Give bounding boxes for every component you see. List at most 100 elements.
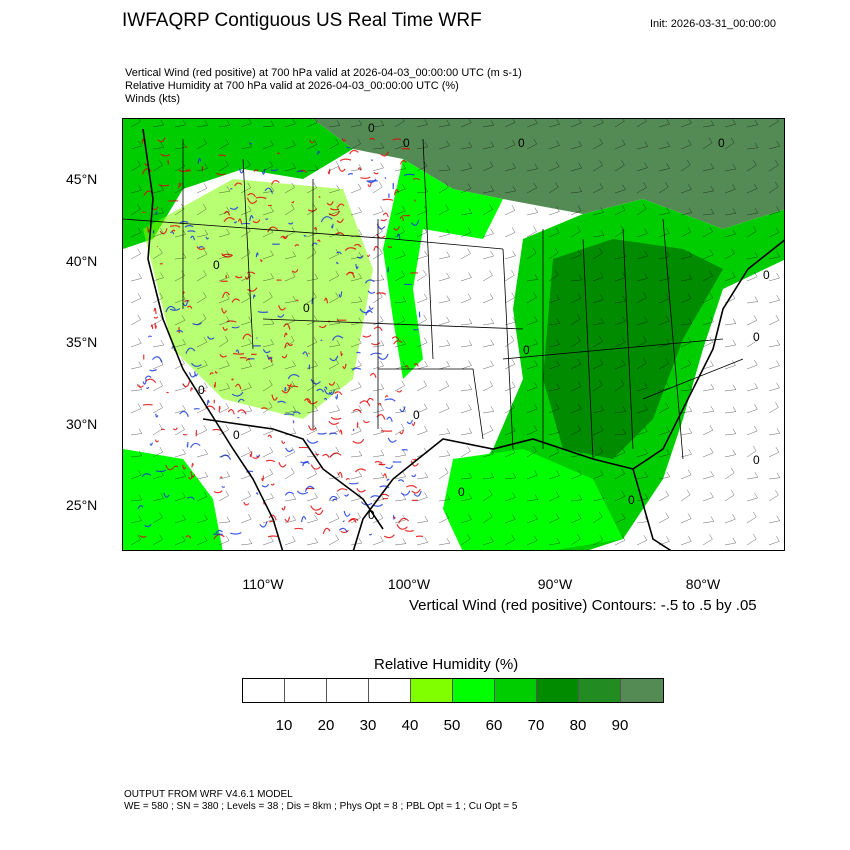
wind-barb	[438, 403, 450, 414]
wind-barb	[130, 160, 141, 172]
wind-barb	[372, 360, 384, 370]
vertical-wind-contour	[278, 462, 287, 468]
contour-label: 0	[458, 485, 465, 499]
wind-barb	[614, 160, 625, 172]
wind-barb	[724, 248, 735, 260]
wind-barb	[482, 489, 493, 502]
wind-barb	[526, 182, 538, 194]
vertical-wind-contour	[233, 220, 237, 224]
vertical-wind-contour	[277, 400, 286, 404]
vertical-wind-contour	[169, 307, 181, 311]
lon-label-80: 80°W	[685, 576, 721, 592]
wind-barb	[394, 471, 407, 480]
wind-barb	[482, 448, 494, 458]
wind-barb	[680, 406, 693, 414]
wind-barb	[680, 337, 692, 348]
wind-barb	[482, 250, 494, 260]
wind-barb	[284, 182, 295, 194]
wind-barb	[768, 206, 780, 216]
wind-barb	[658, 181, 669, 194]
wind-barb	[526, 425, 538, 436]
vertical-wind-contour	[145, 386, 150, 390]
vertical-wind-contour	[327, 168, 331, 175]
wind-barb	[504, 492, 516, 502]
wind-barb	[438, 272, 450, 282]
wind-barb	[130, 469, 142, 480]
vertical-wind-contour	[345, 477, 351, 481]
vertical-wind-contour	[252, 455, 260, 459]
wind-barb	[240, 538, 253, 546]
vertical-wind-contour	[188, 372, 197, 378]
vertical-wind-contour	[223, 217, 235, 223]
wind-barb	[570, 162, 582, 172]
wind-barb	[746, 226, 757, 238]
wind-barb	[306, 450, 319, 458]
wind-barb	[658, 382, 670, 392]
wind-barb	[548, 403, 560, 414]
vertical-wind-contour	[265, 218, 269, 220]
wind-barb	[548, 447, 560, 458]
wind-barb	[636, 471, 649, 480]
wind-barb	[394, 538, 407, 546]
vertical-wind-contour	[362, 334, 372, 338]
wind-barb	[636, 316, 648, 326]
wind-barb	[328, 383, 341, 392]
wind-barb	[592, 469, 604, 480]
vertical-wind-contour	[230, 531, 242, 535]
wind-barb	[306, 204, 317, 216]
wind-barb	[372, 181, 383, 194]
vertical-wind-contour	[368, 533, 373, 536]
vertical-wind-contour	[369, 372, 377, 378]
wind-barb	[504, 534, 515, 546]
wind-barb	[768, 141, 781, 150]
vertical-wind-contour	[286, 383, 292, 387]
wind-barb	[152, 512, 163, 524]
wind-barb	[702, 425, 714, 436]
wind-barb	[130, 534, 141, 546]
wind-barb	[746, 511, 757, 524]
wind-barb	[592, 248, 603, 260]
wind-barb	[768, 490, 779, 502]
colorbar-label: 40	[401, 717, 419, 734]
wind-barb	[768, 339, 781, 348]
colorbar-swatch	[495, 679, 537, 702]
vertical-wind-contour	[392, 138, 402, 141]
wind-barb	[196, 163, 209, 172]
wind-barb	[152, 160, 163, 172]
vertical-wind-contour	[268, 514, 277, 521]
wind-barb	[240, 119, 252, 128]
vertical-wind-contour	[186, 442, 189, 448]
vertical-wind-contour	[356, 487, 366, 493]
wind-barb	[768, 251, 781, 260]
vertical-wind-contour	[246, 470, 254, 473]
vertical-wind-contour	[255, 252, 259, 258]
wind-barb	[548, 513, 560, 524]
wind-barb	[328, 471, 341, 480]
wind-barb	[262, 318, 275, 326]
wind-barb	[460, 293, 472, 304]
contour-info: Vertical Wind (red positive) Contours: -…	[409, 597, 757, 614]
wind-barb	[306, 315, 318, 326]
wind-barb	[306, 537, 319, 546]
vertical-wind-contour	[160, 153, 171, 157]
vertical-wind-contour	[373, 503, 384, 507]
wind-barb	[460, 404, 472, 414]
wind-barb	[152, 493, 165, 502]
vertical-wind-contour	[234, 383, 242, 390]
wind-barb	[218, 335, 229, 348]
wind-barb	[658, 490, 669, 502]
vertical-wind-contour	[136, 384, 144, 388]
wind-barb	[460, 227, 472, 238]
wind-barb	[768, 315, 780, 326]
wind-barb	[658, 119, 670, 128]
colorbar-swatch	[537, 679, 579, 702]
wind-barb	[152, 292, 164, 304]
wind-barb	[306, 514, 318, 524]
wind-barb	[152, 248, 163, 260]
wind-barb	[218, 535, 230, 546]
wind-barb	[306, 405, 319, 414]
wind-barb	[658, 293, 670, 304]
wind-barb	[504, 227, 516, 238]
wind-barb	[636, 358, 647, 370]
vertical-wind-contour	[198, 246, 204, 249]
